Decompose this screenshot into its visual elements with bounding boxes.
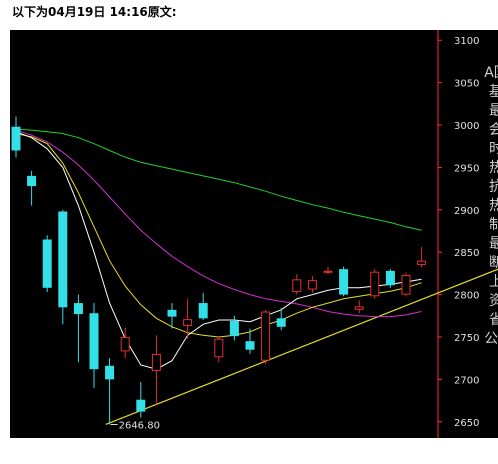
ma-line-magenta <box>15 129 422 318</box>
y-tick-label: 2950 <box>454 163 479 174</box>
candle-body-up <box>120 336 130 352</box>
chart-svg: 3100 3050 3000 2950 2900 2850 2800 2750 2700 2650… <box>11 30 498 438</box>
candle-body-up <box>354 306 364 310</box>
candle-body-down <box>198 303 208 319</box>
candle-body-up <box>307 280 317 290</box>
candle-body-down <box>136 399 146 412</box>
y-tick-label: 2750 <box>454 333 479 344</box>
y-tick-label: 2900 <box>454 206 479 217</box>
trendline <box>105 268 498 426</box>
candle-body-up <box>401 275 411 295</box>
candle-body-up <box>292 279 302 293</box>
candle-body-down <box>229 320 239 337</box>
candle-body-up <box>214 338 224 358</box>
candle-body-down <box>58 211 68 308</box>
y-tick-label: 2850 <box>454 248 479 259</box>
candlestick-chart: 3100 3050 3000 2950 2900 2850 2800 2750 2700 2650… <box>10 30 498 438</box>
candle-body-up <box>261 311 271 361</box>
y-tick-label: 3050 <box>454 79 479 90</box>
candle-body-down <box>385 270 395 286</box>
y-tick-label: 3000 <box>454 121 479 132</box>
candle-body-down <box>339 269 349 295</box>
low-price-label: 2646.80 <box>119 420 160 431</box>
candle-body-up <box>417 260 427 265</box>
side-text-column: A国基最会时热抗热制最断上资省公A <box>484 65 498 347</box>
candle-body-down <box>245 341 255 350</box>
candle-body-up <box>183 319 193 326</box>
candle-body-down <box>276 318 286 327</box>
candle-body-down <box>11 126 21 151</box>
candle-body-down <box>42 239 52 288</box>
page-heading: 以下为04月19日 14:16原文: <box>12 5 177 19</box>
y-tick-label: 3100 <box>454 36 479 47</box>
candle-body-up <box>370 271 380 297</box>
candle-body-down <box>73 303 83 315</box>
candle-body-up <box>151 353 161 371</box>
candle-body-down <box>167 309 177 317</box>
ma-line-white <box>15 131 422 370</box>
candle-body-down <box>89 313 99 370</box>
y-tick-label: 2700 <box>454 375 479 386</box>
y-tick-label: 2650 <box>454 418 479 429</box>
candle-body-up <box>323 270 333 273</box>
y-tick-label: 2800 <box>454 291 479 302</box>
candle-body-down <box>105 365 115 380</box>
candle-body-down <box>27 175 37 187</box>
ma-line-green <box>15 128 422 231</box>
